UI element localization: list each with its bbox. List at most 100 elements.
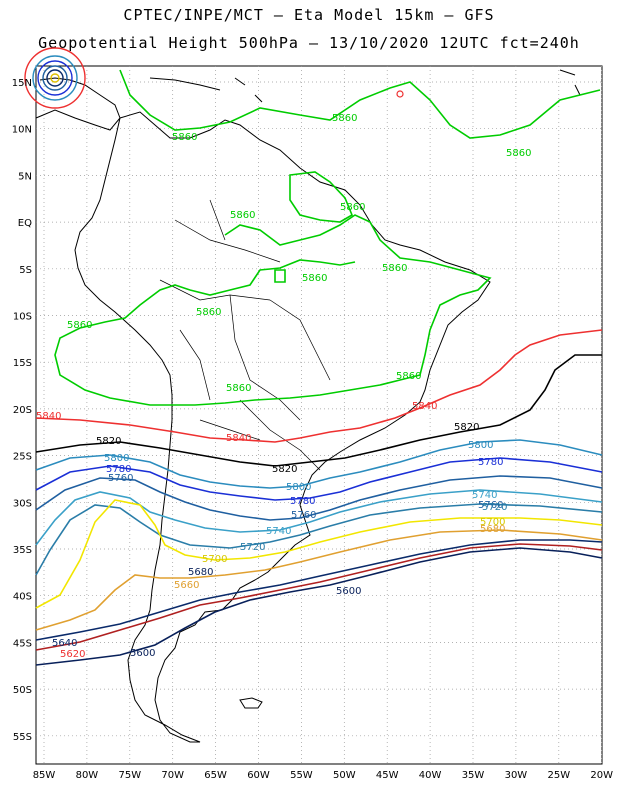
label-5600: 5600 <box>130 648 155 659</box>
contours <box>24 47 603 666</box>
coastline <box>35 69 581 743</box>
contour-5760 <box>35 475 603 521</box>
label-5780: 5780 <box>106 464 131 475</box>
label-5820: 5820 <box>272 464 297 475</box>
latitude-tick-label: 30S <box>13 498 32 509</box>
contour-nw-cyclone <box>24 47 86 109</box>
latitude-tick-label: 50S <box>13 685 32 696</box>
label-5760: 5760 <box>478 500 503 511</box>
label-5860: 5860 <box>382 263 407 274</box>
label-5840: 5840 <box>226 433 251 444</box>
label-5700: 5700 <box>202 554 227 565</box>
label-5860: 5860 <box>396 371 421 382</box>
longitude-tick-label: 75W <box>118 770 141 781</box>
latitude-labels: 15N 10N 5N EQ 5S 10S 15S 20S 25S 30S 35S 40S 45S 50S 5… <box>12 78 32 743</box>
contour-5740 <box>35 489 603 546</box>
label-5840: 5840 <box>36 411 61 422</box>
longitude-tick-label: 50W <box>333 770 356 781</box>
label-5660: 5660 <box>174 580 199 591</box>
label-5800: 5800 <box>286 482 311 493</box>
latitude-tick-label: EQ <box>18 218 32 229</box>
latitude-tick-label: 20S <box>13 405 32 416</box>
latitude-tick-label: 15N <box>12 78 32 89</box>
label-5800: 5800 <box>104 453 129 464</box>
label-5720: 5720 <box>482 502 507 513</box>
longitude-tick-label: 25W <box>547 770 570 781</box>
label-5640: 5640 <box>52 638 77 649</box>
label-5700: 5700 <box>480 517 505 528</box>
contour-5860-blip <box>396 90 404 98</box>
label-5720: 5720 <box>240 542 265 553</box>
longitude-tick-label: 35W <box>462 770 485 781</box>
contour-5700 <box>35 499 603 609</box>
longitude-tick-label: 45W <box>376 770 399 781</box>
label-5860: 5860 <box>230 210 255 221</box>
longitude-tick-label: 55W <box>290 770 313 781</box>
latitude-tick-label: 35S <box>13 545 32 556</box>
map-frame <box>35 65 603 765</box>
latitude-tick-label: 15S <box>13 358 32 369</box>
contour-5820 <box>35 354 602 467</box>
longitude-tick-label: 65W <box>204 770 227 781</box>
longitude-tick-label: 80W <box>76 770 99 781</box>
label-5860: 5860 <box>226 383 251 394</box>
falkland-islands <box>239 697 263 709</box>
longitude-tick-label: 85W <box>33 770 56 781</box>
chart-subtitle: Geopotential Height 500hPa – 13/10/2020 … <box>38 34 580 52</box>
longitude-tick-label: 70W <box>161 770 184 781</box>
contour-5860-box <box>289 171 354 223</box>
latitude-tick-label: 40S <box>13 592 32 603</box>
caribbean-islands <box>149 69 581 103</box>
label-5680: 5680 <box>188 567 213 578</box>
label-5860: 5860 <box>172 132 197 143</box>
label-5620: 5620 <box>60 649 85 660</box>
south-america-coast <box>74 111 491 743</box>
label-5780: 5780 <box>290 496 315 507</box>
grid <box>36 66 603 764</box>
longitude-tick-label: 20W <box>590 770 613 781</box>
latitude-tick-label: 5N <box>18 171 32 182</box>
latitude-tick-label: 10S <box>13 312 32 323</box>
label-5860: 5860 <box>302 273 327 284</box>
label-5820: 5820 <box>96 436 121 447</box>
contour-5720 <box>35 503 603 576</box>
contour-5600 <box>35 547 603 666</box>
longitude-tick-label: 30W <box>505 770 528 781</box>
contour-5660 <box>35 543 603 651</box>
label-5860: 5860 <box>332 113 357 124</box>
longitude-tick-label: 40W <box>419 770 442 781</box>
label-5600: 5600 <box>336 586 361 597</box>
contour-5780 <box>35 457 603 501</box>
contour-5680 <box>35 529 603 631</box>
contour-5640 <box>35 539 603 641</box>
contour-labels: 5860 5860 5860 5860 5860 5860 5860 5860 … <box>36 113 531 660</box>
latitude-tick-label: 10N <box>12 125 32 136</box>
longitude-labels: 85W 80W 75W 70W 65W 60W 55W 50W 45W 40W 35W 30W 25W 2… <box>33 770 613 781</box>
label-5740: 5740 <box>266 526 291 537</box>
label-5680: 5680 <box>480 524 505 535</box>
label-5760: 5760 <box>108 473 133 484</box>
latitude-tick-label: 5S <box>19 265 32 276</box>
latitude-tick-label: 55S <box>13 732 32 743</box>
contour-5860-small <box>274 269 286 283</box>
label-5840: 5840 <box>412 401 437 412</box>
country-borders <box>159 199 331 471</box>
latitude-tick-label: 45S <box>13 638 32 649</box>
chart-title: CPTEC/INPE/MCT – Eta Model 15km – GFS <box>123 6 495 24</box>
contour-5860-north <box>119 69 601 139</box>
label-5860: 5860 <box>67 320 92 331</box>
label-5860: 5860 <box>506 148 531 159</box>
label-5760: 5760 <box>291 510 316 521</box>
contour-5860-south <box>54 214 492 406</box>
longitude-tick-label: 60W <box>247 770 270 781</box>
label-5860: 5860 <box>196 307 221 318</box>
label-5740: 5740 <box>472 490 497 501</box>
label-5780: 5780 <box>478 457 503 468</box>
contour-5800 <box>35 439 603 489</box>
label-5800: 5800 <box>468 440 493 451</box>
label-5820: 5820 <box>454 422 479 433</box>
contour-5840 <box>35 329 603 443</box>
label-5860: 5860 <box>340 202 365 213</box>
latitude-tick-label: 25S <box>13 452 32 463</box>
